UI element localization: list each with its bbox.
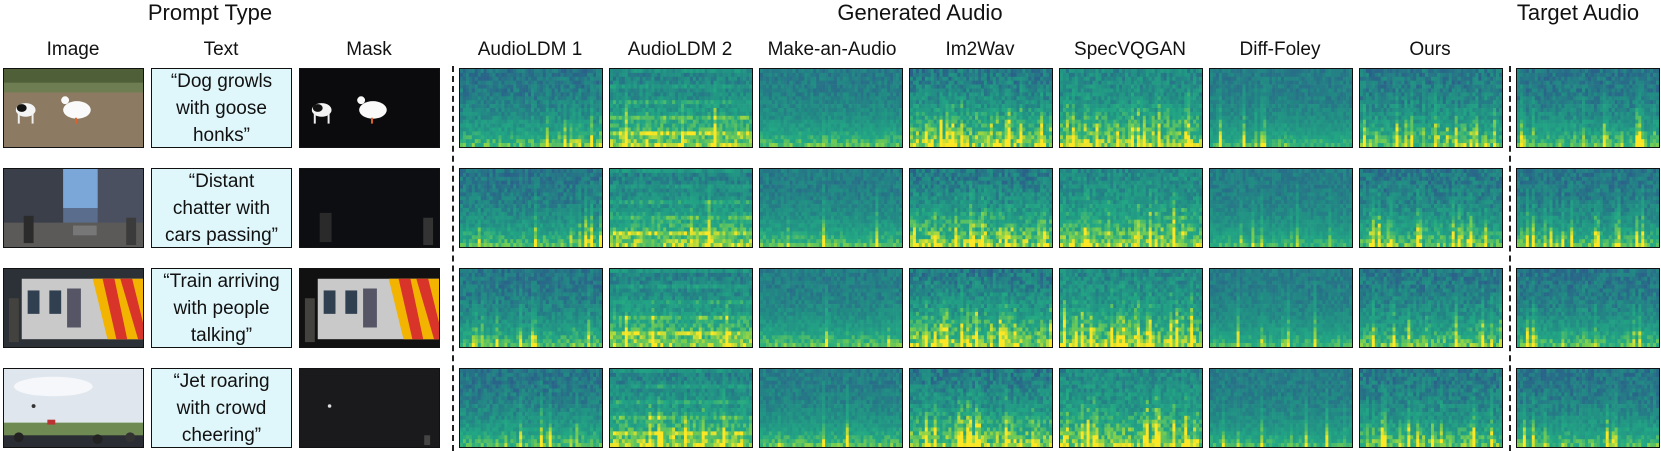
spectrogram-audioldm2 bbox=[609, 268, 753, 348]
col-header-im2wav: Im2Wav bbox=[908, 38, 1052, 62]
spectrogram-im2wav bbox=[909, 68, 1053, 148]
scene-image bbox=[3, 268, 144, 348]
text-prompt-label: “Dog growls with goose honks” bbox=[171, 69, 272, 147]
spectrogram-specvqgan bbox=[1059, 368, 1203, 448]
text-prompt: “Jet roaring with crowd cheering” bbox=[151, 368, 292, 448]
col-header-mask: Mask bbox=[299, 38, 439, 62]
spectrogram-specvqgan bbox=[1059, 68, 1203, 148]
spectrogram-ours bbox=[1359, 168, 1503, 248]
prompt-type-header: Prompt Type bbox=[120, 0, 300, 26]
scene-image bbox=[3, 68, 144, 148]
spectrogram-make-an-audio bbox=[759, 68, 903, 148]
text-prompt: “Train arriving with people talking” bbox=[151, 268, 292, 348]
spectrogram-target-audio bbox=[1516, 368, 1660, 448]
spectrogram-audioldm2 bbox=[609, 368, 753, 448]
scene-image bbox=[3, 168, 144, 248]
generated-audio-header: Generated Audio bbox=[820, 0, 1020, 26]
text-prompt-label: “Distant chatter with cars passing” bbox=[165, 169, 278, 247]
spectrogram-im2wav bbox=[909, 268, 1053, 348]
spectrogram-target-audio bbox=[1516, 68, 1660, 148]
col-header-audioldm2: AudioLDM 2 bbox=[608, 38, 752, 62]
col-header-make-an-audio: Make-an-Audio bbox=[752, 38, 912, 62]
spectrogram-make-an-audio bbox=[759, 168, 903, 248]
spectrogram-target-audio bbox=[1516, 268, 1660, 348]
spectrogram-diff-foley bbox=[1209, 168, 1353, 248]
spectrogram-ours bbox=[1359, 268, 1503, 348]
mask-image bbox=[299, 268, 440, 348]
separator-left bbox=[452, 66, 454, 451]
spectrogram-im2wav bbox=[909, 368, 1053, 448]
spectrogram-audioldm1 bbox=[459, 268, 603, 348]
spectrogram-audioldm2 bbox=[609, 168, 753, 248]
separator-right bbox=[1509, 66, 1511, 451]
col-header-specvqgan: SpecVQGAN bbox=[1058, 38, 1202, 62]
spectrogram-make-an-audio bbox=[759, 268, 903, 348]
spectrogram-specvqgan bbox=[1059, 168, 1203, 248]
spectrogram-diff-foley bbox=[1209, 268, 1353, 348]
spectrogram-audioldm1 bbox=[459, 368, 603, 448]
col-header-diff-foley: Diff-Foley bbox=[1208, 38, 1352, 62]
mask-image bbox=[299, 368, 440, 448]
spectrogram-audioldm1 bbox=[459, 68, 603, 148]
col-header-image: Image bbox=[3, 38, 143, 62]
spectrogram-diff-foley bbox=[1209, 68, 1353, 148]
text-prompt: “Dog growls with goose honks” bbox=[151, 68, 292, 148]
spectrogram-specvqgan bbox=[1059, 268, 1203, 348]
col-header-audioldm1: AudioLDM 1 bbox=[458, 38, 602, 62]
col-header-text: Text bbox=[151, 38, 291, 62]
text-prompt: “Distant chatter with cars passing” bbox=[151, 168, 292, 248]
scene-image bbox=[3, 368, 144, 448]
mask-image bbox=[299, 168, 440, 248]
spectrogram-ours bbox=[1359, 368, 1503, 448]
text-prompt-label: “Jet roaring with crowd cheering” bbox=[173, 369, 269, 447]
spectrogram-audioldm1 bbox=[459, 168, 603, 248]
text-prompt-label: “Train arriving with people talking” bbox=[163, 269, 280, 347]
mask-image bbox=[299, 68, 440, 148]
spectrogram-make-an-audio bbox=[759, 368, 903, 448]
spectrogram-ours bbox=[1359, 68, 1503, 148]
target-audio-header: Target Audio bbox=[1503, 0, 1653, 26]
spectrogram-target-audio bbox=[1516, 168, 1660, 248]
spectrogram-im2wav bbox=[909, 168, 1053, 248]
spectrogram-audioldm2 bbox=[609, 68, 753, 148]
col-header-ours: Ours bbox=[1358, 38, 1502, 62]
spectrogram-diff-foley bbox=[1209, 368, 1353, 448]
